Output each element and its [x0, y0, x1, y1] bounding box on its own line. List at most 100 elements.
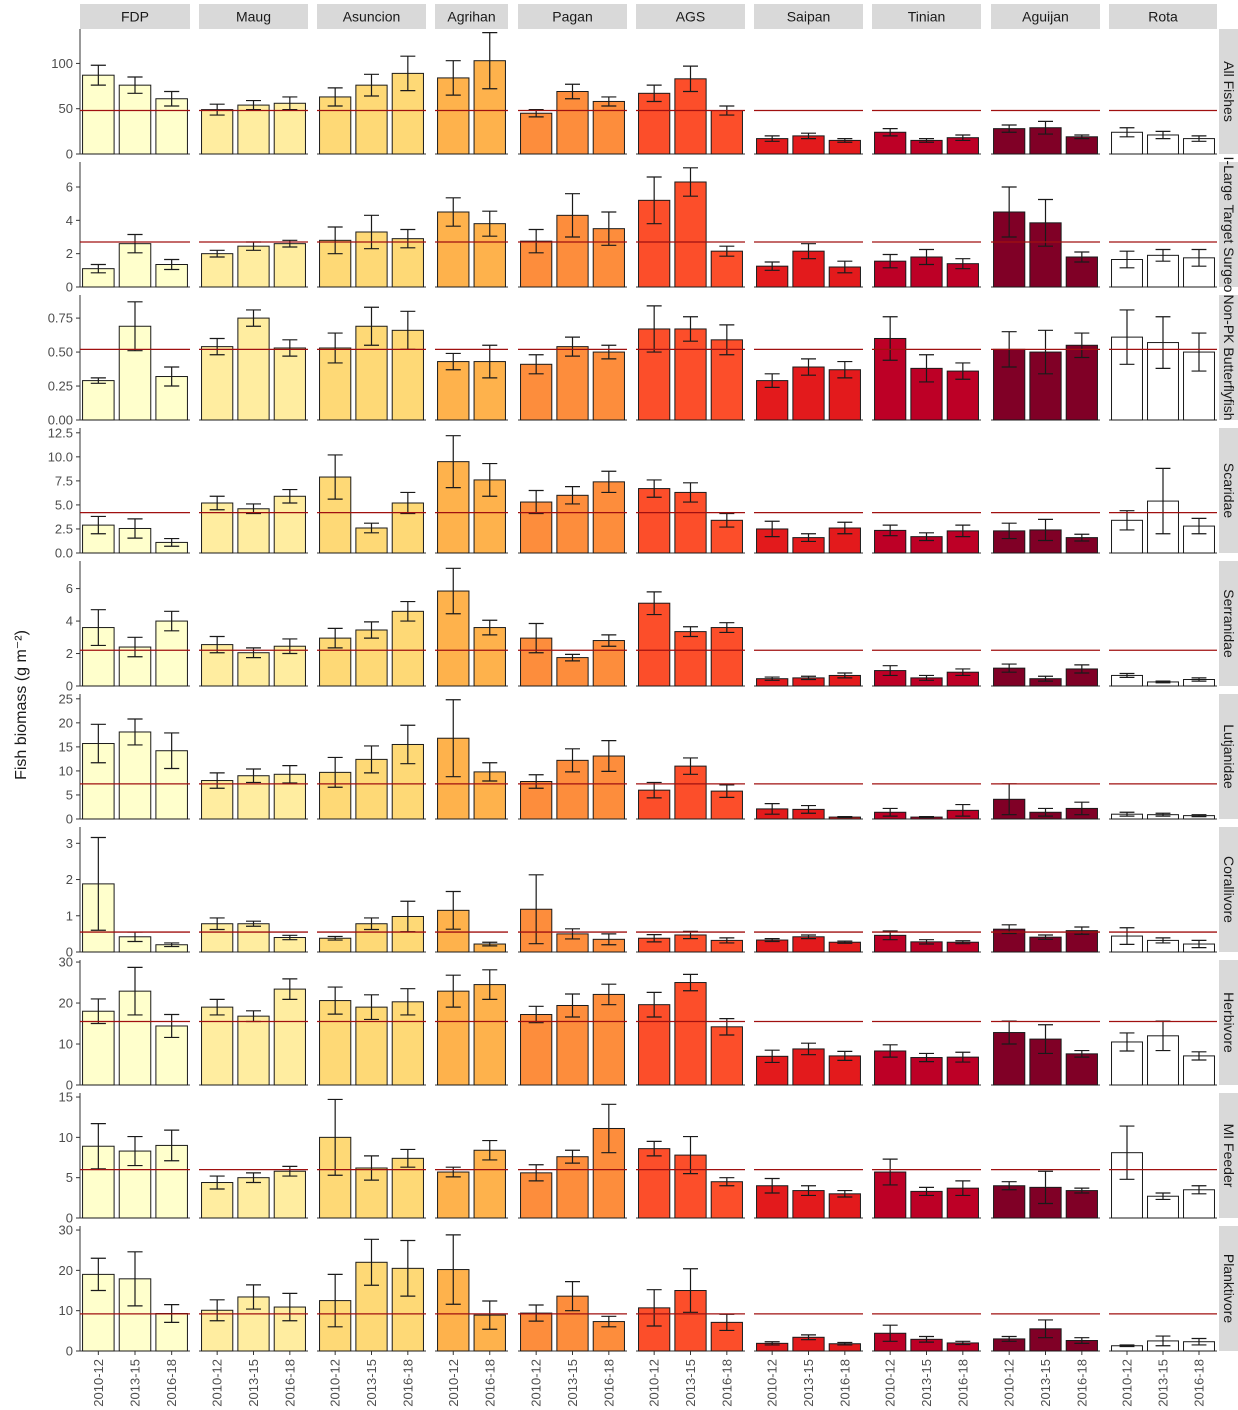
- error-bar-serranidae-pagan-2013-15: [565, 653, 580, 662]
- error-bar-scaridae-asuncion-2013-15: [364, 522, 379, 534]
- y-tick-label-serranidae: 6: [66, 581, 73, 596]
- error-bar-all-fishes-maug-2013-15: [246, 99, 261, 111]
- error-bar-non-pk-butterflyfish-fdp-2016-18: [164, 366, 180, 387]
- error-bar-all-fishes-tinian-2010-12: [882, 128, 898, 137]
- error-bar-herbivore-saipan-2010-12: [764, 1049, 780, 1064]
- error-bar-planktivore-ags-2013-15: [683, 1268, 698, 1313]
- bar-herbivore-pagan-2016-18: [592, 993, 625, 1086]
- bar-lutjanidae-maug-2010-12: [201, 780, 234, 820]
- bar-serranidae-fdp-2016-18: [155, 620, 188, 687]
- bar-mi-feeder-tinian-2013-15: [910, 1190, 943, 1219]
- error-bar-i-large-target-surgeo-tinian-2013-15: [919, 248, 934, 266]
- strip-ags: [636, 4, 745, 29]
- error-bar-mi-feeder-aguijan-2013-15: [1038, 1170, 1053, 1205]
- y-tick-label-serranidae: 2: [66, 646, 73, 661]
- x-tick-label-agrihan-2010-12: 2010-12: [446, 1359, 461, 1407]
- y-tick-label-lutjanidae: 0: [66, 812, 73, 827]
- bar-mi-feeder-agrihan-2016-18: [473, 1149, 506, 1219]
- error-bar-serranidae-saipan-2013-15: [801, 675, 816, 681]
- error-bar-mi-feeder-fdp-2013-15: [127, 1135, 143, 1167]
- error-bar-herbivore-asuncion-2013-15: [364, 994, 379, 1021]
- error-bar-serranidae-fdp-2013-15: [127, 636, 143, 658]
- error-bar-corallivore-saipan-2010-12: [764, 937, 780, 943]
- error-bar-scaridae-aguijan-2013-15: [1038, 518, 1053, 542]
- error-bar-all-fishes-asuncion-2016-18: [400, 55, 416, 92]
- error-bar-planktivore-pagan-2016-18: [601, 1315, 617, 1328]
- error-bar-corallivore-tinian-2013-15: [919, 939, 934, 945]
- y-tick-label-mi-feeder: 15: [59, 1090, 73, 1105]
- strip-agrihan: [435, 4, 508, 29]
- group-strip-label-all-fishes: All Fishes: [1221, 61, 1237, 122]
- y-tick-label-lutjanidae: 5: [66, 787, 73, 802]
- error-bar-corallivore-ags-2016-18: [719, 937, 735, 944]
- error-bar-serranidae-aguijan-2010-12: [1001, 663, 1017, 673]
- error-bar-scaridae-asuncion-2010-12: [327, 454, 343, 500]
- strip-label-agrihan: Agrihan: [447, 9, 495, 25]
- group-strip-i-large-target-surgeo: [1219, 162, 1238, 287]
- error-bar-lutjanidae-agrihan-2016-18: [482, 762, 498, 782]
- strip-label-asuncion: Asuncion: [343, 9, 401, 25]
- error-bar-scaridae-saipan-2013-15: [801, 533, 816, 543]
- bar-scaridae-ags-2010-12: [638, 488, 671, 554]
- x-tick-label-ags-2013-15: 2013-15: [683, 1359, 698, 1407]
- error-bar-herbivore-asuncion-2010-12: [327, 986, 343, 1015]
- error-bar-scaridae-saipan-2010-12: [764, 520, 780, 538]
- bar-all-fishes-maug-2010-12: [201, 109, 234, 155]
- bar-herbivore-pagan-2010-12: [520, 1014, 553, 1086]
- error-bar-non-pk-butterflyfish-rota-2013-15: [1155, 316, 1171, 369]
- bar-mi-feeder-maug-2016-18: [273, 1170, 306, 1219]
- error-bar-lutjanidae-saipan-2013-15: [801, 804, 816, 814]
- x-tick-label-aguijan-2013-15: 2013-15: [1038, 1359, 1053, 1407]
- error-bar-i-large-target-surgeo-maug-2010-12: [209, 249, 225, 258]
- error-bar-serranidae-pagan-2010-12: [528, 622, 544, 654]
- y-tick-label-herbivore: 0: [66, 1078, 73, 1093]
- error-bar-all-fishes-pagan-2016-18: [601, 96, 617, 107]
- error-bar-scaridae-maug-2010-12: [209, 495, 225, 511]
- error-bar-all-fishes-fdp-2010-12: [90, 64, 106, 86]
- error-bar-planktivore-tinian-2013-15: [919, 1335, 934, 1343]
- error-bar-herbivore-rota-2016-18: [1191, 1051, 1207, 1061]
- bar-non-pk-butterflyfish-ags-2013-15: [674, 328, 707, 421]
- group-strip-all-fishes: [1219, 29, 1238, 154]
- error-bar-serranidae-fdp-2016-18: [164, 610, 180, 632]
- y-tick-label-mi-feeder: 5: [66, 1170, 73, 1185]
- error-bar-mi-feeder-pagan-2013-15: [565, 1149, 580, 1164]
- bar-scaridae-maug-2010-12: [201, 502, 234, 554]
- error-bar-planktivore-agrihan-2016-18: [482, 1300, 498, 1330]
- error-bar-serranidae-rota-2013-15: [1155, 680, 1171, 684]
- bar-scaridae-rota-2010-12: [1111, 519, 1143, 554]
- bar-all-fishes-aguijan-2013-15: [1029, 127, 1062, 155]
- error-bar-all-fishes-tinian-2013-15: [919, 138, 934, 143]
- error-bar-scaridae-maug-2016-18: [282, 488, 298, 504]
- error-bar-herbivore-agrihan-2016-18: [482, 969, 498, 1000]
- error-bar-mi-feeder-maug-2016-18: [282, 1165, 298, 1177]
- bar-i-large-target-surgeo-saipan-2013-15: [792, 250, 825, 288]
- error-bar-corallivore-rota-2010-12: [1119, 927, 1135, 945]
- y-tick-label-lutjanidae: 20: [59, 715, 73, 730]
- bar-mi-feeder-agrihan-2010-12: [437, 1171, 470, 1219]
- group-strip-label-lutjanidae: Lutjanidae: [1221, 724, 1237, 789]
- bar-non-pk-butterflyfish-pagan-2013-15: [556, 346, 589, 421]
- error-bar-scaridae-tinian-2016-18: [955, 524, 971, 538]
- strip-saipan: [754, 4, 863, 29]
- error-bar-i-large-target-surgeo-agrihan-2010-12: [445, 197, 461, 227]
- strip-label-maug: Maug: [236, 9, 271, 25]
- error-bar-mi-feeder-pagan-2010-12: [528, 1164, 544, 1182]
- y-tick-label-scaridae: 0.0: [55, 546, 73, 561]
- error-bar-serranidae-agrihan-2016-18: [482, 619, 498, 636]
- error-bar-all-fishes-saipan-2013-15: [801, 132, 816, 140]
- error-bar-non-pk-butterflyfish-aguijan-2013-15: [1038, 329, 1053, 375]
- error-bar-i-large-target-surgeo-pagan-2010-12: [528, 228, 544, 254]
- bar-herbivore-pagan-2013-15: [556, 1004, 589, 1086]
- bar-i-large-target-surgeo-ags-2010-12: [638, 199, 671, 288]
- bar-i-large-target-surgeo-ags-2016-18: [710, 250, 743, 288]
- error-bar-planktivore-aguijan-2016-18: [1074, 1337, 1090, 1344]
- x-tick-label-saipan-2016-18: 2016-18: [837, 1359, 852, 1407]
- error-bar-planktivore-saipan-2010-12: [764, 1341, 780, 1346]
- y-axis-label: Fish biomass (g m⁻²): [13, 630, 30, 780]
- y-tick-label-non-pk-butterflyfish: 0.25: [48, 379, 73, 394]
- error-bar-all-fishes-aguijan-2013-15: [1038, 120, 1053, 135]
- error-bar-planktivore-saipan-2016-18: [837, 1341, 853, 1346]
- error-bar-serranidae-saipan-2010-12: [764, 676, 780, 681]
- y-tick-label-all-fishes: 0: [66, 147, 73, 162]
